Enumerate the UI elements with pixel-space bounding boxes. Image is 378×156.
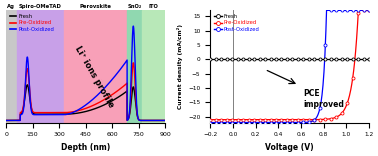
Legend: Fresh, Pre-Oxidized, Post-Oxidized: Fresh, Pre-Oxidized, Post-Oxidized xyxy=(9,13,55,33)
Text: Perovskite: Perovskite xyxy=(80,4,112,9)
Text: SnO₂: SnO₂ xyxy=(127,4,142,9)
Text: ITO: ITO xyxy=(149,4,158,9)
X-axis label: Voltage (V): Voltage (V) xyxy=(265,143,314,152)
Bar xyxy=(6,10,17,123)
Bar xyxy=(142,10,165,123)
Bar xyxy=(127,10,142,123)
Bar xyxy=(64,10,127,123)
X-axis label: Depth (nm): Depth (nm) xyxy=(61,143,110,152)
Y-axis label: Current density (mA/cm²): Current density (mA/cm²) xyxy=(177,24,183,109)
Text: Li⁺ ions profile: Li⁺ ions profile xyxy=(73,44,116,109)
Legend: Fresh, Pre-Oxidized, Post-Oxidized: Fresh, Pre-Oxidized, Post-Oxidized xyxy=(213,13,261,33)
Text: PCE
improved: PCE improved xyxy=(303,90,344,109)
Text: Ag: Ag xyxy=(8,4,15,9)
Text: Spiro-OMeTAD: Spiro-OMeTAD xyxy=(19,4,62,9)
Bar xyxy=(17,10,64,123)
